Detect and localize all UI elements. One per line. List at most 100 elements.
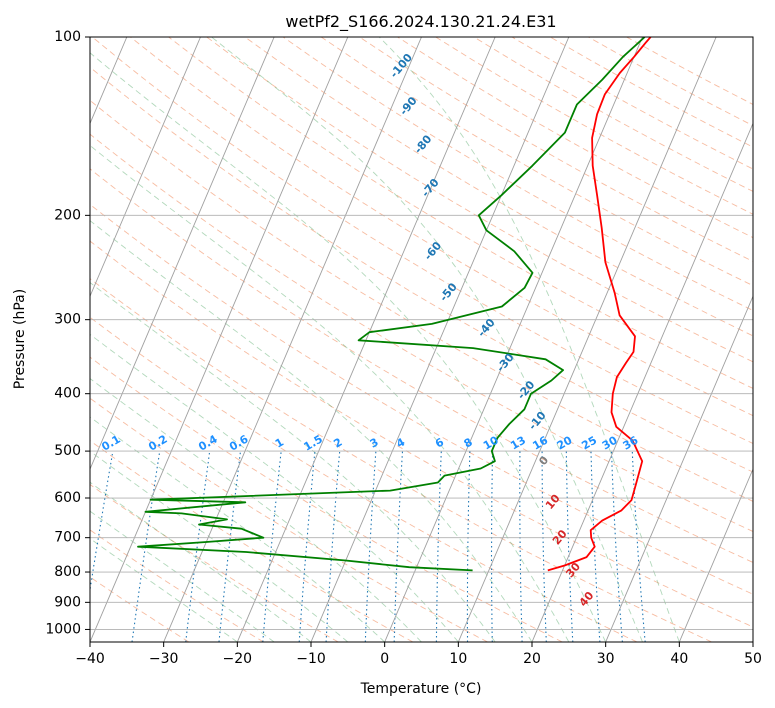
isotherm-line — [678, 467, 753, 642]
mixing-ratio-label: 16 — [530, 433, 550, 452]
mixing-ratio-line — [610, 451, 623, 642]
y-tick-label: 400 — [54, 386, 81, 402]
moist-adiabat — [90, 220, 533, 642]
x-tick-label: −40 — [75, 651, 105, 667]
background-lines — [90, 37, 753, 642]
isotherm-line — [384, 37, 643, 642]
dry-adiabat-label: -100 — [387, 51, 415, 81]
dewpoint-profile — [137, 37, 646, 572]
dry-adiabat — [90, 440, 414, 642]
dry-adiabat-label: 20 — [550, 527, 570, 547]
mixing-ratio-line — [218, 451, 242, 642]
dry-adiabat — [90, 483, 339, 642]
dry-adiabat — [130, 37, 753, 417]
isotherm-line — [310, 37, 570, 642]
dry-adiabat — [90, 203, 753, 595]
chart-title: wetPf2_S166.2024.130.21.24.E31 — [285, 12, 556, 32]
dry-adiabat — [90, 278, 712, 642]
mixing-ratio-line — [185, 451, 211, 642]
mixing-ratio-line — [590, 451, 601, 642]
dry-adiabat-label: -70 — [419, 176, 442, 200]
dry-adiabat — [168, 37, 753, 389]
moist-adiabat — [211, 37, 643, 642]
moist-adiabat — [90, 510, 275, 642]
mixing-ratio-line — [325, 451, 341, 642]
mixing-ratio-label: 6 — [433, 435, 446, 450]
dry-adiabat — [90, 99, 753, 502]
isotherm-line — [236, 37, 496, 642]
dry-adiabat — [435, 37, 753, 215]
x-axis-title: Temperature (°C) — [360, 681, 482, 697]
y-tick-label: 600 — [54, 490, 81, 506]
moist-adiabat — [90, 377, 422, 642]
dry-adiabat-label: -60 — [422, 239, 445, 263]
mixing-ratio-label: 0.2 — [146, 433, 169, 454]
dry-adiabat — [90, 316, 638, 642]
dry-adiabat-label: -90 — [397, 94, 420, 118]
mixing-ratio-label: 8 — [462, 436, 475, 451]
dry-adiabat — [92, 37, 753, 444]
dry-adiabat — [206, 37, 753, 363]
mixing-ratio-line — [466, 451, 471, 642]
mixing-ratio-line — [364, 451, 377, 642]
dry-adiabat — [90, 356, 563, 642]
dry-adiabat-label: 0 — [536, 453, 551, 467]
mixing-ratio-label: 20 — [555, 433, 575, 452]
dry-adiabat-label: 30 — [563, 560, 583, 580]
x-tick-label: −10 — [296, 651, 326, 667]
dry-adiabat-label: -20 — [515, 378, 538, 402]
moist-adiabat — [378, 37, 680, 642]
y-tick-label: 500 — [54, 443, 81, 459]
x-axis: −40 −30 −20 −10 0 10 20 30 40 50 — [75, 642, 762, 667]
moist-adiabat — [90, 537, 238, 642]
y-axis-title: Pressure (hPa) — [12, 289, 28, 389]
x-tick-label: 0 — [380, 651, 389, 667]
mixing-ratio-line — [298, 451, 316, 642]
y-tick-label: 300 — [54, 312, 81, 328]
isotherm-line — [531, 122, 753, 642]
plot-frame — [89, 36, 754, 643]
moist-adiabat — [90, 144, 570, 642]
dry-adiabat — [511, 37, 753, 170]
x-tick-label: 50 — [744, 651, 762, 667]
mixing-ratio-line — [262, 451, 282, 642]
isotherm-line — [90, 37, 275, 471]
x-tick-label: 30 — [597, 651, 615, 667]
dry-adiabat — [282, 37, 753, 311]
x-tick-label: −30 — [149, 651, 179, 667]
mixing-ratio-line — [541, 451, 547, 642]
dry-adiabat — [244, 37, 753, 337]
mixing-ratio-line — [565, 451, 574, 642]
y-tick-label: 100 — [54, 29, 81, 45]
x-tick-label: 20 — [523, 651, 541, 667]
mixing-ratio-label: 3 — [368, 436, 381, 451]
dry-adiabat — [90, 133, 753, 532]
dry-adiabat — [90, 529, 264, 642]
data-lines — [137, 37, 652, 572]
temperature-profile — [547, 37, 652, 572]
mixing-ratio-label: 2 — [331, 436, 344, 451]
dry-adiabat — [90, 240, 753, 628]
dry-adiabat — [90, 576, 190, 642]
mixing-ratio-line — [490, 451, 494, 642]
dry-adiabat — [473, 37, 753, 192]
moist-adiabat — [90, 52, 607, 642]
x-tick-label: 40 — [670, 651, 688, 667]
y-axis: 100 200 300 400 500 600 700 800 900 1000 — [45, 29, 90, 637]
mixing-ratio-line — [519, 451, 523, 642]
y-tick-label: 700 — [54, 530, 81, 546]
y-tick-label: 1000 — [45, 621, 81, 637]
mixing-ratio-label: 30 — [600, 433, 620, 452]
moist-adiabat — [90, 416, 385, 642]
moist-adiabat — [90, 450, 349, 642]
mixing-ratio-label: 25 — [579, 434, 599, 453]
isotherm-line — [90, 37, 201, 298]
mixing-ratio-label: 0.4 — [196, 432, 220, 453]
isotherm-line — [752, 640, 753, 642]
moist-adiabat — [90, 481, 312, 642]
isotherm-line — [605, 295, 753, 642]
mixing-ratio-line — [90, 451, 114, 594]
x-tick-label: 10 — [449, 651, 467, 667]
mixing-ratio-label: 1 — [273, 436, 286, 451]
